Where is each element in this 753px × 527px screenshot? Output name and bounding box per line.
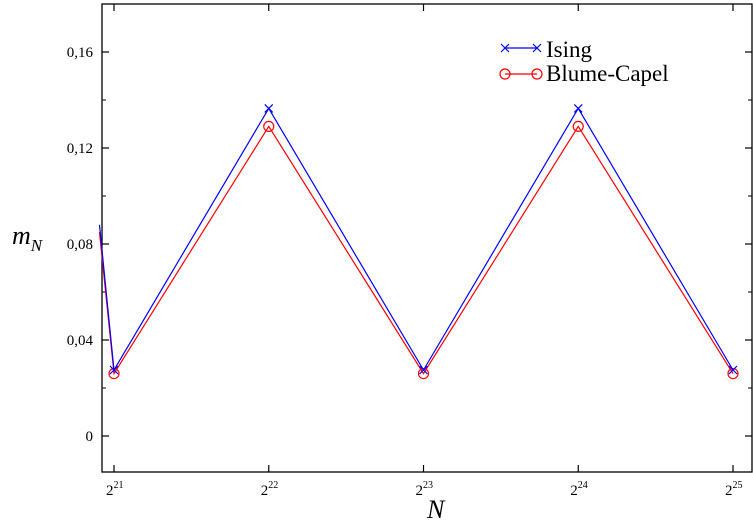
data-point-blume-capel bbox=[417, 368, 430, 380]
legend-item-ising: Ising bbox=[500, 37, 593, 62]
data-point-ising-stroke bbox=[109, 365, 119, 375]
x-tick-label: 221 bbox=[106, 480, 124, 499]
x-tick-label-exponent: 21 bbox=[114, 480, 124, 491]
data-point-ising-stroke bbox=[573, 103, 583, 113]
legend-label-blume-capel: Blume-Capel bbox=[546, 61, 669, 86]
data-point-ising-stroke bbox=[264, 103, 274, 113]
x-tick-label-base: 2 bbox=[416, 483, 424, 499]
legend-marker-blume-capel bbox=[499, 68, 543, 80]
data-point-blume-capel bbox=[572, 120, 584, 133]
data-point-blume-capel bbox=[263, 120, 275, 133]
data-point-ising-stroke bbox=[419, 365, 428, 375]
x-tick-label-base: 2 bbox=[570, 483, 578, 499]
data-point-ising bbox=[728, 365, 738, 375]
y-axis-label-subscript: N bbox=[30, 236, 44, 255]
legend-point-blume-capel bbox=[499, 68, 511, 80]
x-tick-label: 222 bbox=[261, 480, 279, 499]
y-axis: 0 0,04 0,08 0,12 0,16 bbox=[67, 45, 752, 445]
data-point-ising bbox=[109, 365, 119, 375]
legend-point-blume-capel bbox=[531, 68, 543, 80]
data-point-blume-capel bbox=[727, 368, 739, 380]
y-axis-label-base: m bbox=[12, 221, 31, 250]
series-line-ising bbox=[98, 107, 734, 372]
data-point-ising bbox=[264, 103, 274, 113]
y-tick-label: 0,16 bbox=[67, 45, 94, 61]
y-tick-label: 0,08 bbox=[67, 237, 93, 253]
legend-point-ising bbox=[532, 43, 542, 53]
legend-point-ising-stroke bbox=[500, 43, 510, 53]
data-point-ising bbox=[573, 103, 583, 113]
legend: Ising Blume-Capel bbox=[499, 37, 669, 86]
legend-point-ising bbox=[500, 43, 510, 53]
y-axis-label: mN bbox=[12, 221, 44, 255]
plot-frame bbox=[101, 3, 753, 473]
y-tick-label: 0 bbox=[86, 429, 94, 445]
x-tick-label-exponent: 24 bbox=[578, 480, 588, 491]
series-layer bbox=[98, 103, 739, 380]
x-tick-label: 224 bbox=[570, 480, 588, 499]
y-tick-label: 0,04 bbox=[67, 333, 94, 349]
legend-label-ising: Ising bbox=[546, 37, 593, 62]
x-tick-label: 223 bbox=[416, 480, 434, 499]
x-axis-label: N bbox=[426, 495, 446, 524]
legend-item-blume-capel: Blume-Capel bbox=[499, 61, 669, 86]
series-line-blume-capel bbox=[98, 125, 734, 376]
data-point-ising-stroke bbox=[728, 365, 738, 375]
x-tick-label-base: 2 bbox=[261, 483, 269, 499]
legend-marker-ising bbox=[500, 43, 542, 53]
x-tick-label: 225 bbox=[725, 480, 743, 499]
x-tick-label-base: 2 bbox=[106, 483, 114, 499]
data-point-ising bbox=[419, 365, 428, 375]
x-tick-label-exponent: 25 bbox=[733, 480, 743, 491]
x-tick-label-exponent: 22 bbox=[268, 480, 278, 491]
y-tick-label: 0,12 bbox=[67, 141, 93, 157]
legend-point-ising-stroke bbox=[532, 43, 542, 53]
x-axis: 221 222 223 224 225 bbox=[106, 4, 743, 499]
x-tick-label-base: 2 bbox=[725, 483, 733, 499]
x-tick-label-exponent: 23 bbox=[423, 480, 433, 491]
